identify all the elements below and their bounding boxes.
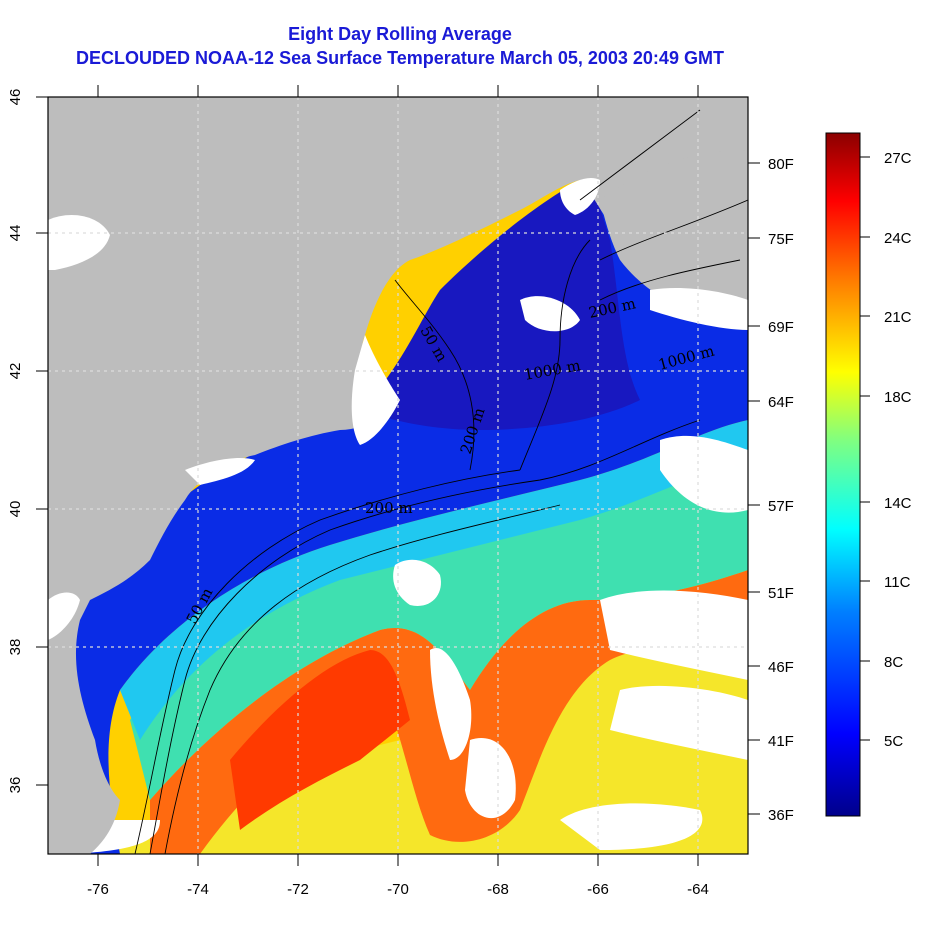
- celsius-tick-label: 24C: [884, 230, 912, 247]
- lon-tick-label: -66: [587, 881, 609, 898]
- lon-tick-label: -64: [687, 881, 709, 898]
- lat-tick-label: 36: [7, 777, 24, 794]
- lat-tick-label: 38: [7, 639, 24, 656]
- slope-water-band: [130, 440, 748, 800]
- fahrenheit-tick-label: 46F: [768, 659, 794, 676]
- lon-tick-label: -68: [487, 881, 509, 898]
- celsius-tick-label: 18C: [884, 389, 912, 406]
- lon-axis: -76 -74 -72 -70 -68 -66 -64: [87, 85, 709, 898]
- gulf-of-maine: [360, 175, 640, 430]
- celsius-tick-label: 8C: [884, 654, 903, 671]
- colorbar: 27C 24C 21C 18C 14C 11C 8C 5C: [825, 132, 912, 817]
- lat-tick-label: 44: [7, 225, 24, 242]
- cloud-patches: [48, 296, 748, 854]
- bathymetry-contours: [134, 109, 748, 854]
- fahrenheit-tick-label: 41F: [768, 733, 794, 750]
- celsius-tick-label: 11C: [884, 574, 911, 591]
- lon-tick-label: -72: [287, 881, 309, 898]
- lon-tick-label: -76: [87, 881, 109, 898]
- shelf-break-band: [120, 420, 748, 740]
- fahrenheit-tick-label: 69F: [768, 319, 794, 336]
- contour-label-200m-a: 200 m: [365, 499, 413, 517]
- lat-tick-label: 42: [7, 363, 24, 380]
- celsius-tick-label: 27C: [884, 150, 912, 167]
- fahrenheit-tick-label: 64F: [768, 394, 794, 411]
- lon-tick-label: -70: [387, 881, 409, 898]
- coastal-cloud: [48, 178, 748, 640]
- fahrenheit-tick-label: 36F: [768, 807, 794, 824]
- celsius-tick-label: 5C: [884, 733, 903, 750]
- map-plot-area: 50 m 200 m 200 m 1000 m 1000 m 200 m 50 …: [48, 97, 748, 854]
- fahrenheit-tick-label: 80F: [768, 156, 794, 173]
- colorbar-gradient: [825, 132, 861, 817]
- fahrenheit-tick-label: 75F: [768, 231, 794, 248]
- chart-subtitle: DECLOUDED NOAA-12 Sea Surface Temperatur…: [76, 48, 724, 68]
- land: [48, 97, 748, 854]
- chart-title: Eight Day Rolling Average: [288, 24, 512, 44]
- lat-axis: 36 38 40 42 44 46: [7, 89, 48, 794]
- celsius-tick-label: 21C: [884, 309, 912, 326]
- celsius-tick-label: 14C: [884, 495, 912, 512]
- lat-lon-grid: [48, 97, 748, 854]
- fahrenheit-tick-label: 57F: [768, 498, 794, 515]
- lat-tick-label: 46: [7, 89, 24, 106]
- fahrenheit-axis: 80F 75F 69F 64F 57F 51F 46F 41F 36F: [748, 156, 794, 824]
- lat-tick-label: 40: [7, 501, 24, 518]
- fahrenheit-tick-label: 51F: [768, 585, 794, 602]
- gulf-stream-core: [230, 650, 410, 830]
- lon-tick-label: -74: [187, 881, 209, 898]
